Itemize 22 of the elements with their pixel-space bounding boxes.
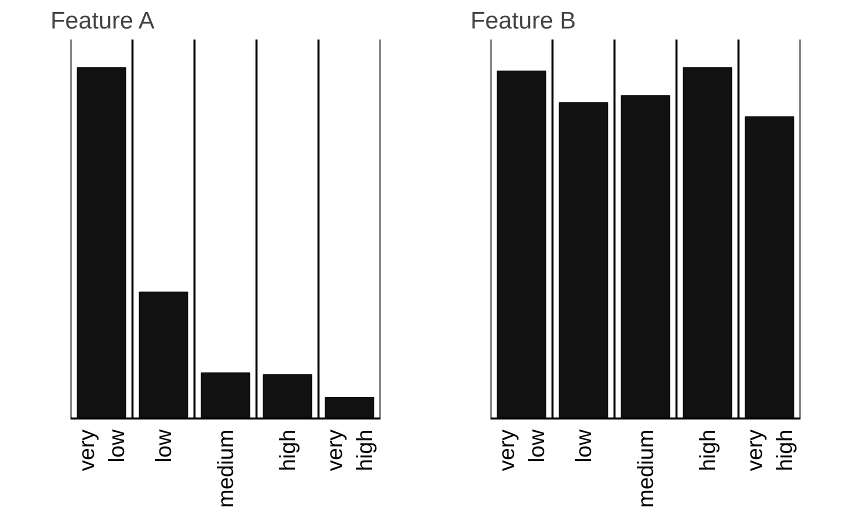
bar [682,67,732,418]
x-tick-label: very low [494,429,549,472]
bar [76,67,126,418]
bar [200,372,250,418]
x-tick-label: low [151,429,176,463]
x-tick-label: high [695,430,720,472]
x-tick-label: low [571,429,596,463]
x-tick-label: very low [74,429,129,472]
x-tick-label: medium [633,429,658,508]
bar [324,396,374,418]
bar [558,102,608,418]
bar [620,95,670,418]
chart-title: Feature A [50,8,155,34]
chart-title: Feature B [470,8,576,34]
x-tick-label: very high [322,430,377,472]
bar [496,70,546,418]
bar [262,374,312,418]
x-tick-label: medium [213,429,238,508]
bar [138,292,188,418]
bar [744,116,794,418]
x-tick-label: high [275,430,300,472]
x-tick-label: very high [742,430,797,472]
